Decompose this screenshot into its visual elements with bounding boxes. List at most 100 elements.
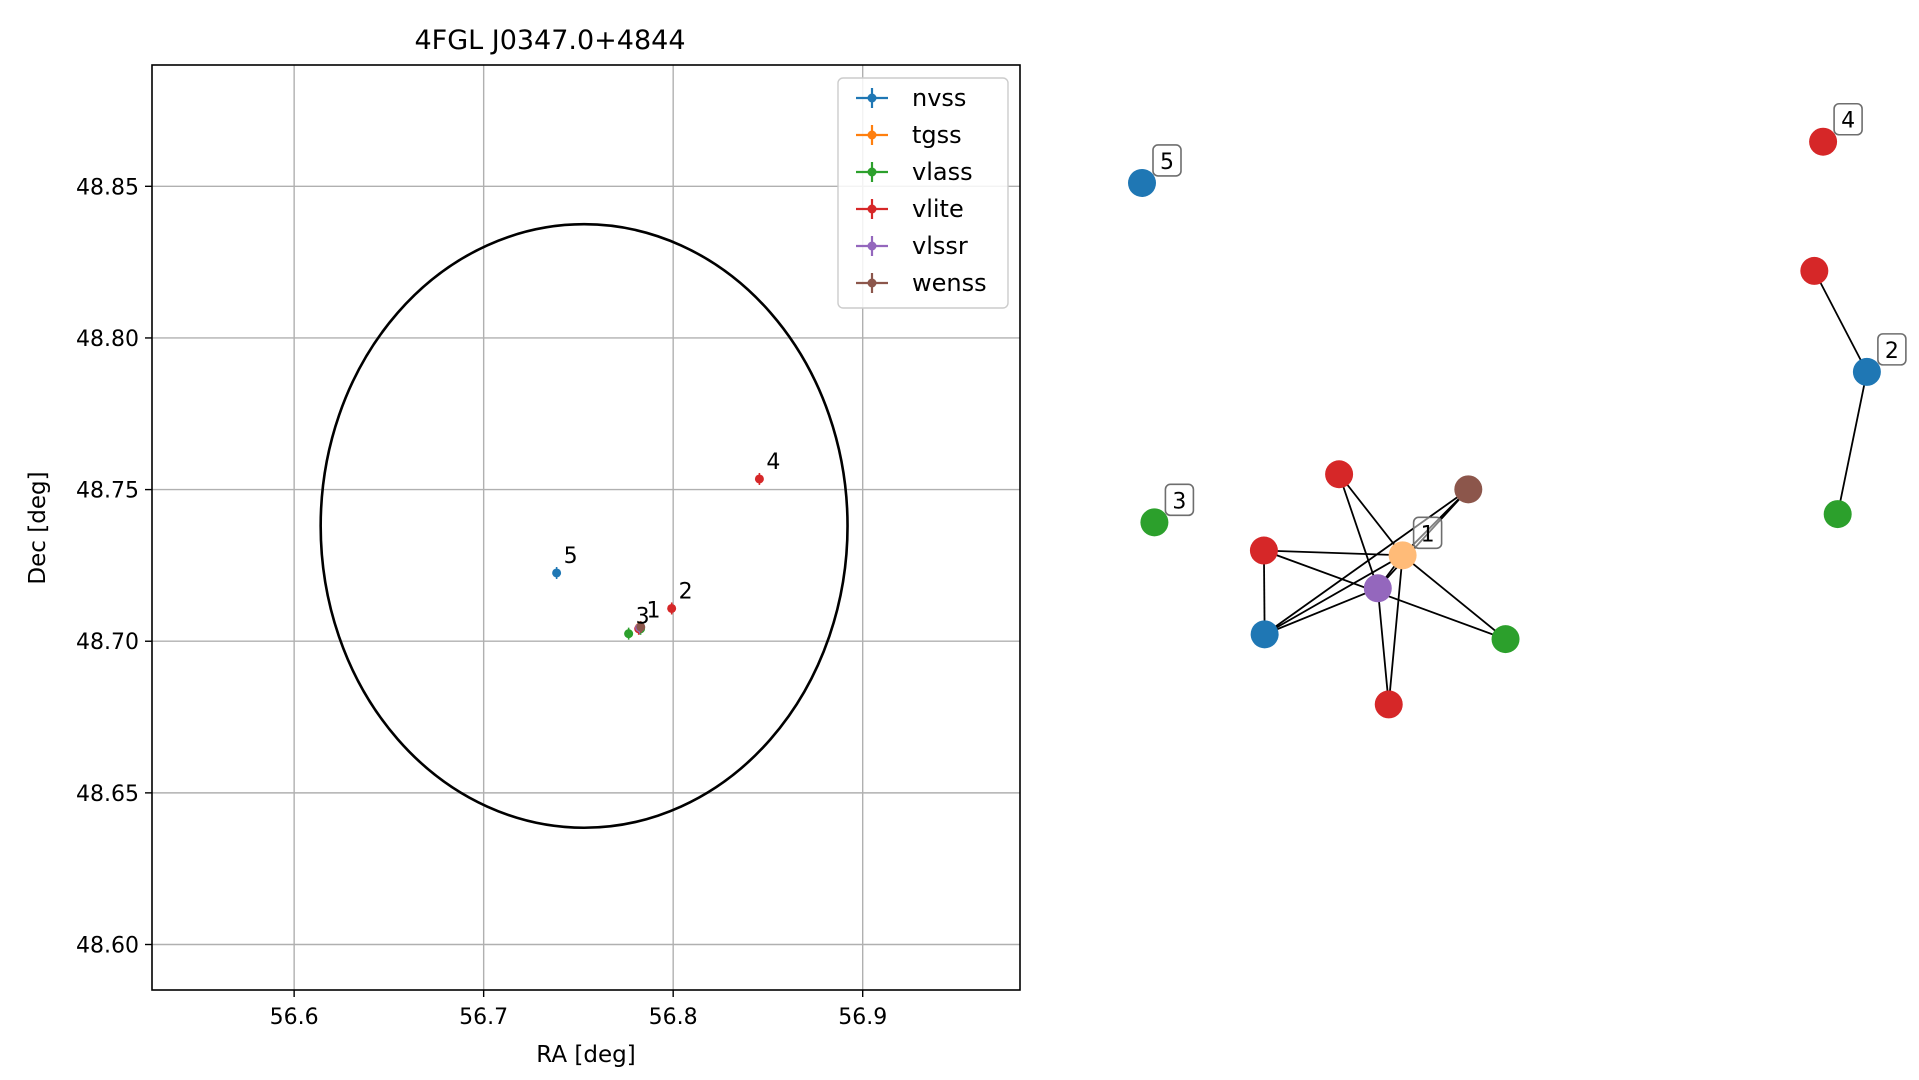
graph-node-label: 5: [1152, 144, 1182, 177]
point-wenss: [636, 620, 646, 633]
graph-node: [1454, 475, 1483, 504]
graph-node: [1249, 536, 1278, 565]
label-text: 1: [1421, 522, 1435, 547]
legend: nvss tgss vlass vlite vlssr wenss: [837, 77, 1009, 309]
graph-edge: [1338, 473, 1379, 589]
point-label: 4: [766, 450, 780, 475]
chart-title: 4FGL J0347.0+4844: [414, 25, 685, 56]
label-box: [1877, 333, 1907, 366]
y-tick-label: 48.85: [76, 175, 139, 200]
x-tick-label: 56.7: [459, 1005, 508, 1030]
legend-label: wenss: [912, 269, 987, 297]
graph-node: [1491, 625, 1520, 654]
graph-edge: [1836, 371, 1868, 515]
legend-label: vlssr: [912, 232, 968, 260]
y-axis-ticks: 48.60 48.65 48.70 48.75 48.80 48.85: [76, 175, 152, 959]
legend-entry-vlass: vlass: [856, 158, 973, 186]
graph-node-labels: 5 3 4 2 1: [1152, 102, 1907, 550]
legend-entry-nvss: nvss: [856, 84, 966, 112]
y-tick-label: 48.70: [76, 630, 139, 655]
legend-entry-vlite: vlite: [856, 195, 964, 223]
point-labels: 5 13 2 4: [564, 450, 781, 630]
graph-node-label: 3: [1164, 483, 1195, 517]
legend-marker: [867, 130, 877, 140]
graph-node: [1800, 256, 1829, 285]
x-axis-ticks: 56.6 56.7 56.8 56.9: [270, 990, 887, 1030]
marker: [636, 622, 646, 632]
x-axis-label: RA [deg]: [536, 1042, 635, 1068]
x-tick-label: 56.9: [838, 1005, 887, 1030]
graph-node: [1128, 168, 1156, 197]
axes-frame: [151, 64, 1021, 991]
graph-edges: [1263, 270, 1868, 705]
graph-edge: [1387, 555, 1404, 705]
marker: [624, 629, 634, 639]
localization-ellipse: [319, 222, 849, 830]
marker: [754, 474, 764, 484]
graph-edge: [1376, 588, 1390, 705]
point-label: 2: [679, 579, 693, 604]
point-label: 1: [646, 599, 660, 624]
graph-node: [1388, 541, 1417, 570]
point-vlass: [624, 627, 634, 640]
legend-entry-vlssr: vlssr: [856, 232, 968, 260]
point-vlite: [754, 472, 764, 485]
legend-marker: [867, 241, 877, 251]
label-box: [1152, 144, 1182, 177]
graph-edge: [1338, 473, 1404, 556]
graph-node: [1374, 690, 1403, 719]
label-box: [1164, 483, 1195, 517]
label-text: 5: [1160, 150, 1174, 175]
legend-marker: [867, 204, 877, 214]
legend-entry-tgss: tgss: [856, 121, 962, 149]
graph-node: [1363, 574, 1392, 603]
graph-edge: [1264, 587, 1379, 636]
y-tick-label: 48.65: [76, 782, 139, 807]
legend-entries: nvss tgss vlass vlite vlssr wenss: [856, 84, 987, 297]
graph-node-label: 4: [1833, 102, 1863, 136]
y-tick-label: 48.80: [76, 327, 139, 352]
graph-node: [1140, 508, 1169, 537]
label-text: 2: [1885, 339, 1899, 364]
x-tick-label: 56.8: [649, 1005, 698, 1030]
x-tick-label: 56.6: [270, 1005, 319, 1030]
y-axis-label: Dec [deg]: [25, 471, 51, 584]
legend-marker: [867, 167, 877, 177]
legend-entry-wenss: wenss: [856, 269, 987, 297]
network-graph-panel: 5 3 4 2 1: [1128, 102, 1907, 719]
localization-ellipse-layer: [319, 222, 849, 830]
scatter-plot-panel: 4FGL J0347.0+4844 5 13 2 4 56.6 56.7 56.8 56.9…: [25, 25, 1021, 1068]
label-box: [1833, 102, 1863, 136]
graph-edge: [1264, 488, 1469, 636]
graph-edge: [1263, 549, 1403, 557]
graph-node: [1325, 460, 1354, 489]
legend-label: nvss: [912, 84, 966, 112]
point-nvss: [552, 566, 562, 579]
graph-edge: [1402, 554, 1507, 640]
graph-node: [1823, 500, 1852, 529]
graph-node: [1250, 620, 1279, 649]
graph-edge: [1264, 554, 1404, 636]
graph-node: [1852, 357, 1881, 386]
legend-label: vlite: [912, 195, 964, 223]
graph-node-label: 1: [1412, 516, 1443, 550]
legend-marker: [867, 278, 877, 288]
marker: [667, 603, 677, 613]
label-box: [1412, 516, 1443, 550]
y-tick-label: 48.75: [76, 479, 139, 504]
y-tick-label: 48.60: [76, 934, 139, 959]
point-label: 3: [636, 605, 650, 630]
graph-node-label: 2: [1877, 333, 1907, 366]
marker: [552, 568, 562, 578]
data-points: [552, 472, 764, 640]
point-label: 5: [564, 544, 578, 569]
point-vlite: [667, 602, 677, 615]
legend-label: tgss: [912, 121, 962, 149]
graph-node: [1809, 127, 1838, 156]
graph-edge: [1813, 270, 1868, 373]
legend-label: vlass: [912, 158, 973, 186]
legend-marker: [867, 93, 877, 103]
label-text: 3: [1172, 489, 1186, 514]
graph-nodes: [1128, 127, 1881, 719]
